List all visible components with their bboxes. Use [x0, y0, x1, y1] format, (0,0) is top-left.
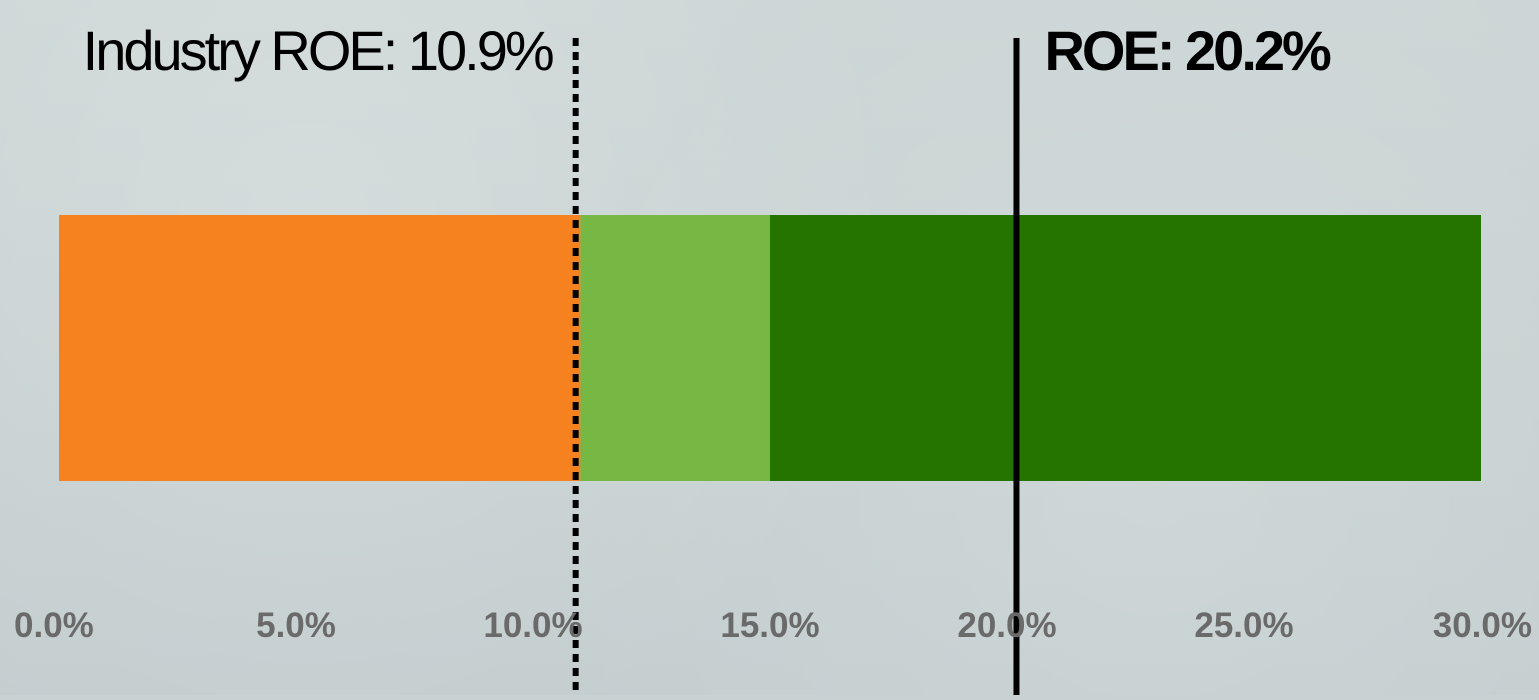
x-tick-label: 10.0% — [483, 606, 582, 645]
x-tick-label: 15.0% — [720, 606, 819, 645]
reference-labels: Industry ROE: 10.9% ROE: 20.2% — [83, 19, 1334, 82]
x-tick-label: 0.0% — [14, 606, 94, 645]
x-tick-label: 30.0% — [1433, 606, 1532, 645]
bar-segment-3 — [770, 215, 1481, 481]
x-axis-ticks: 0.0% 5.0% 10.0% 15.0% 20.0% 25.0% 30.0% — [14, 606, 1532, 645]
x-tick-label: 5.0% — [256, 606, 336, 645]
x-tick-label: 25.0% — [1194, 606, 1293, 645]
bar-segment-2 — [580, 215, 770, 481]
reference-label-2: ROE: 20.2% — [1044, 19, 1331, 82]
reference-label-1: Industry ROE: 10.9% — [83, 19, 553, 82]
reference-lines — [572, 38, 1020, 695]
bar-segments — [59, 215, 1481, 481]
x-tick-label: 20.0% — [957, 606, 1056, 645]
bar-segment-1 — [59, 215, 581, 481]
